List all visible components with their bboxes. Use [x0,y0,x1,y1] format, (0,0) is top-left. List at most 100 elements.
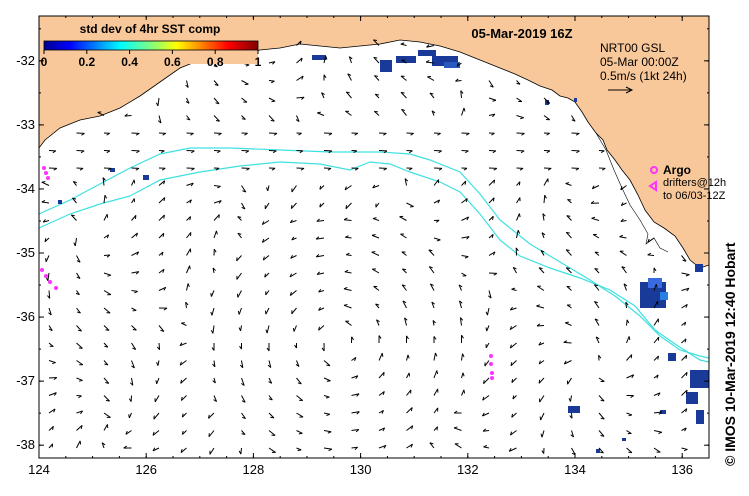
current-arrow [488,197,495,204]
current-arrow [264,202,270,210]
current-arrow [158,342,161,350]
shelf-contour-inner [39,147,709,359]
current-arrow [565,231,572,239]
current-arrow [76,410,83,414]
current-arrow [351,428,359,431]
current-arrow [41,181,50,186]
current-arrow [102,177,105,186]
current-arrow [433,199,440,204]
current-arrow [264,272,270,278]
current-arrow [400,43,407,46]
current-arrow [103,213,108,221]
current-arrow [103,360,109,366]
current-arrow [374,75,380,81]
current-arrow [653,284,657,291]
current-arrow [154,395,160,403]
current-arrow [125,430,132,435]
current-arrow [76,272,81,279]
current-arrow [593,284,600,291]
current-arrow [653,411,662,414]
current-arrow [158,268,165,274]
y-tick-label: -36 [16,309,35,324]
current-arrow [486,307,490,316]
current-arrow [213,80,219,86]
current-arrow [316,237,325,240]
current-arrow [131,179,135,186]
current-arrow [213,395,218,402]
current-arrow [566,286,572,291]
current-arrow [456,62,462,67]
current-arrow [459,300,462,309]
current-arrow [158,180,165,186]
current-arrow [626,354,633,361]
current-arrow [400,75,407,81]
current-arrow [241,360,244,368]
current-arrow [429,283,435,291]
current-arrow [433,407,439,414]
current-vector-field [41,39,690,456]
current-arrow [594,318,600,326]
current-arrow [296,430,303,434]
current-arrow [48,307,52,316]
current-arrow [538,342,545,346]
current-arrow [598,395,605,402]
current-arrow [510,342,517,349]
current-arrow [103,272,112,276]
current-arrow [208,430,215,438]
colorbar-tick-label: 0.6 [164,55,181,69]
current-arrow [43,220,50,223]
current-arrow [41,201,50,204]
current-arrow [428,266,435,274]
current-arrow [488,97,497,101]
current-arrow [236,255,242,262]
x-axis: 124 126 128 130 132 134 136 [28,16,710,477]
current-arrow [565,267,572,274]
current-arrow [152,430,160,436]
current-arrow [180,447,187,453]
y-tick-label: -32 [16,53,35,68]
current-arrow [598,377,605,382]
current-arrow [268,430,276,436]
current-arrow [210,290,215,297]
current-arrow [594,301,600,309]
current-arrow [131,271,139,274]
current-arrow [97,111,105,116]
scale-arrow-icon [608,86,634,94]
drifter-triangle-icon [648,180,657,192]
current-arrow [488,290,492,299]
current-arrow [186,199,192,204]
drifters-label: drifters@12h [663,177,726,189]
current-arrow [681,371,688,379]
current-arrow [181,395,187,401]
current-arrow [484,360,490,367]
current-arrow [152,447,160,452]
current-arrow [290,202,297,209]
current-arrow [101,442,105,449]
current-arrow [103,195,106,204]
current-arrow [567,377,572,385]
current-arrow [209,447,215,455]
current-arrow [516,197,521,204]
current-arrow [543,178,549,186]
current-arrow [44,237,50,243]
current-arrow [653,430,662,433]
current-arrow [185,302,187,309]
current-arrow [563,341,572,344]
current-arrow [458,284,462,291]
current-arrow [268,115,275,122]
current-arrow [131,325,137,331]
current-arrow [158,214,165,221]
colorbar-tick-label: 1 [255,55,262,69]
current-arrow [236,272,242,280]
legend-model: NRT00 GSL [600,41,665,55]
current-arrow [158,286,166,291]
current-arrow [345,320,352,326]
current-arrow [103,395,110,402]
current-arrow [296,75,304,81]
current-arrow [48,360,56,364]
colorbar-title: std dev of 4hr SST comp [80,22,221,36]
current-arrow [48,290,51,299]
current-arrow [681,338,687,344]
current-arrow [483,377,490,385]
current-arrow [268,395,273,401]
